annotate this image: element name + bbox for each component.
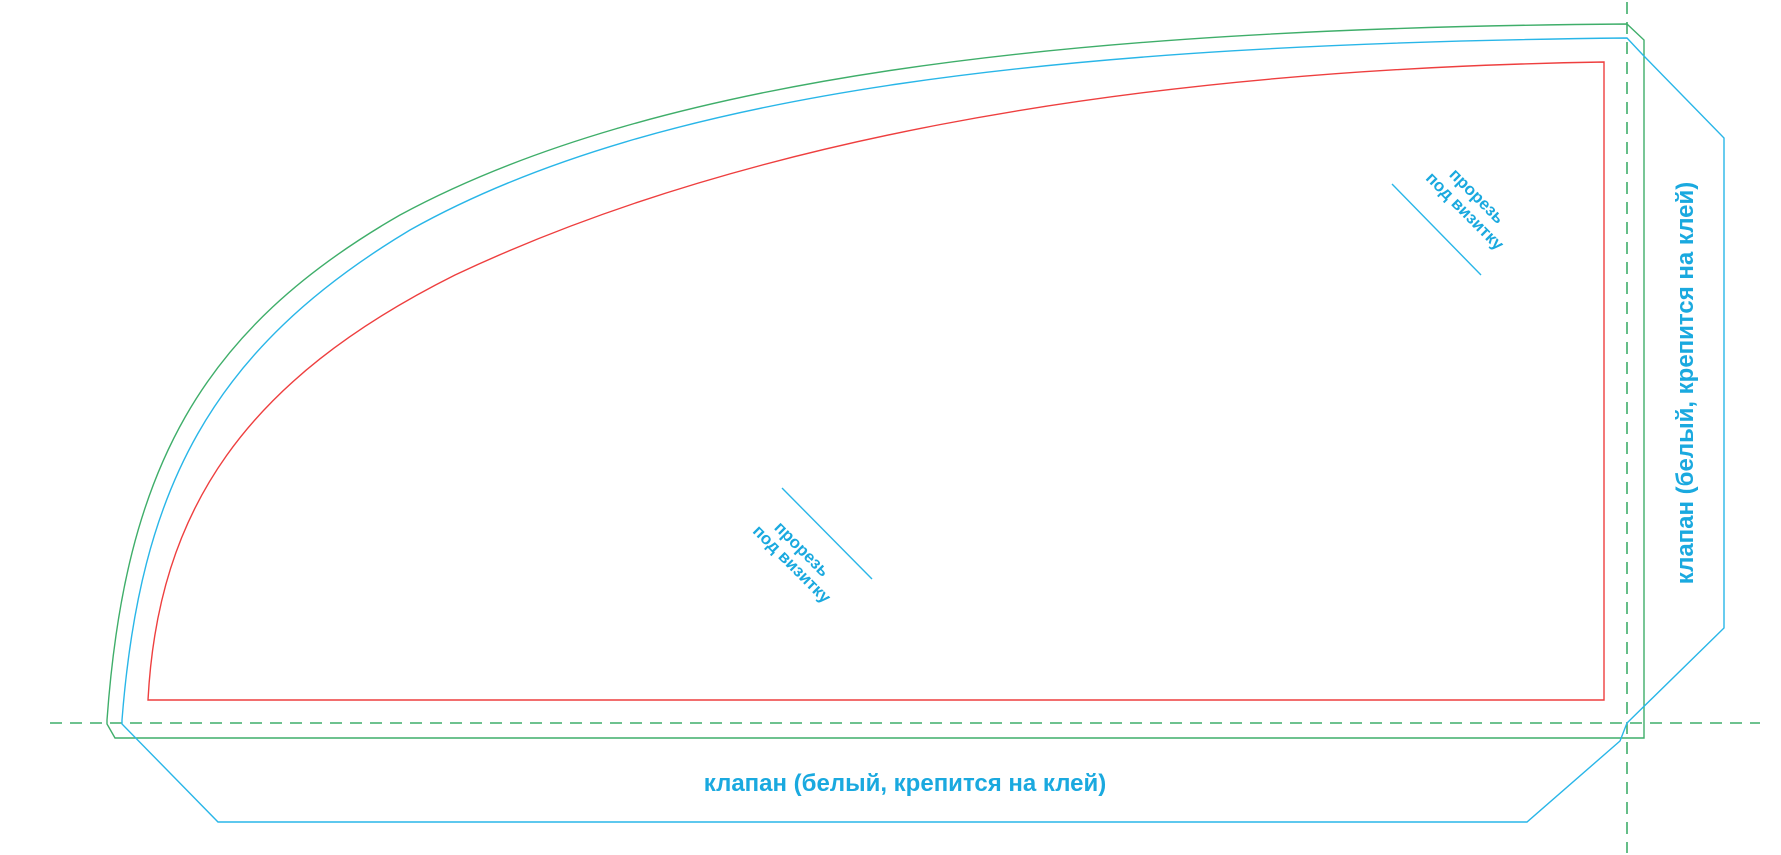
cut-line-with-flaps bbox=[121, 37, 1725, 823]
outer-bleed-outline bbox=[106, 23, 1645, 739]
trim-line bbox=[147, 61, 1605, 701]
slot-top-right-line bbox=[1391, 183, 1482, 276]
slot-center-line bbox=[781, 487, 873, 580]
flap-bottom-label: клапан (белый, крепится на клей) bbox=[704, 770, 1106, 797]
flap-right-label: клапан (белый, крепится на клей) bbox=[1672, 182, 1699, 584]
